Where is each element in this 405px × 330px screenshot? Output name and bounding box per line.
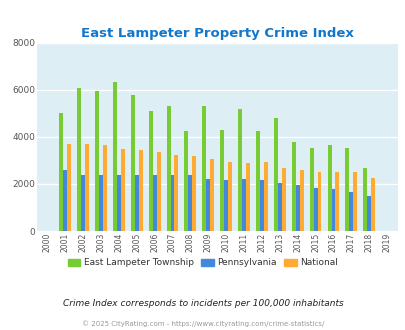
Bar xyxy=(228,162,232,231)
Bar xyxy=(170,175,174,231)
Bar xyxy=(331,189,335,231)
Title: East Lampeter Property Crime Index: East Lampeter Property Crime Index xyxy=(81,27,353,40)
Bar xyxy=(102,145,107,231)
Bar xyxy=(166,106,170,231)
Bar xyxy=(327,145,331,231)
Bar xyxy=(192,156,196,231)
Bar xyxy=(59,114,63,231)
Bar xyxy=(367,196,370,231)
Bar xyxy=(206,179,210,231)
Bar xyxy=(335,172,339,231)
Bar xyxy=(188,175,192,231)
Bar xyxy=(299,170,303,231)
Bar xyxy=(295,185,299,231)
Bar xyxy=(345,148,349,231)
Bar xyxy=(85,144,89,231)
Bar xyxy=(259,181,263,231)
Bar xyxy=(77,87,81,231)
Bar xyxy=(256,131,259,231)
Bar xyxy=(224,181,228,231)
Bar xyxy=(174,154,178,231)
Bar xyxy=(309,148,313,231)
Bar xyxy=(238,109,241,231)
Bar xyxy=(273,118,277,231)
Bar xyxy=(317,172,321,231)
Bar xyxy=(263,162,267,231)
Bar xyxy=(95,91,99,231)
Bar xyxy=(117,175,121,231)
Legend: East Lampeter Township, Pennsylvania, National: East Lampeter Township, Pennsylvania, Na… xyxy=(64,255,341,271)
Bar xyxy=(148,111,152,231)
Bar xyxy=(352,172,356,231)
Bar xyxy=(291,142,295,231)
Bar xyxy=(121,149,124,231)
Bar xyxy=(202,106,206,231)
Bar xyxy=(220,130,224,231)
Bar xyxy=(139,150,142,231)
Bar xyxy=(349,192,352,231)
Bar xyxy=(156,152,160,231)
Bar xyxy=(113,82,117,231)
Bar xyxy=(134,175,139,231)
Bar xyxy=(277,183,281,231)
Bar xyxy=(63,170,67,231)
Bar xyxy=(99,175,102,231)
Bar xyxy=(184,131,188,231)
Bar xyxy=(210,159,214,231)
Text: Crime Index corresponds to incidents per 100,000 inhabitants: Crime Index corresponds to incidents per… xyxy=(62,299,343,308)
Bar xyxy=(313,187,317,231)
Bar xyxy=(245,163,249,231)
Text: © 2025 CityRating.com - https://www.cityrating.com/crime-statistics/: © 2025 CityRating.com - https://www.city… xyxy=(82,321,323,327)
Bar xyxy=(370,178,374,231)
Bar xyxy=(81,175,85,231)
Bar xyxy=(67,144,71,231)
Bar xyxy=(241,179,245,231)
Bar xyxy=(362,168,367,231)
Bar xyxy=(152,175,156,231)
Bar xyxy=(281,168,285,231)
Bar xyxy=(130,95,134,231)
